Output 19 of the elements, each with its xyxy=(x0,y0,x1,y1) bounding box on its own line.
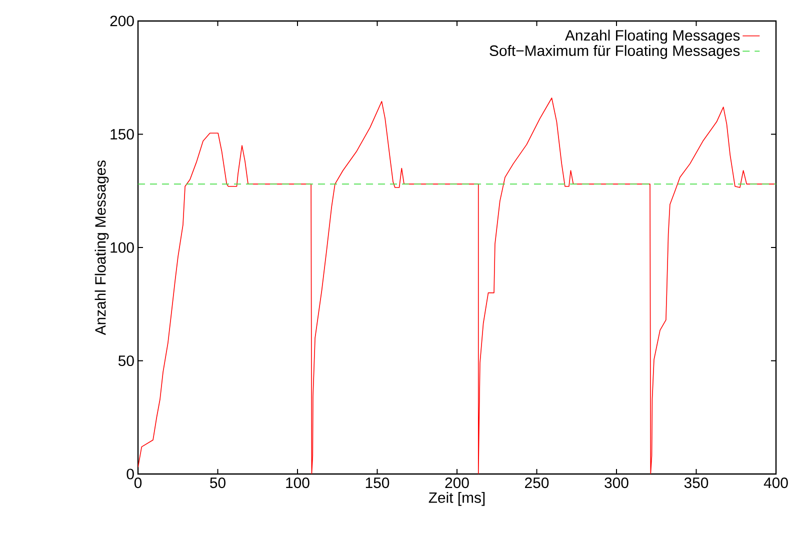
x-tick-label: 150 xyxy=(366,478,390,488)
line-series xyxy=(138,98,776,474)
y-tick-label: 150 xyxy=(110,128,134,140)
legend-label: Soft−Maximum für Floating Messages xyxy=(490,45,740,59)
y-tick-label: 50 xyxy=(118,355,134,366)
y-tick-label: 100 xyxy=(110,242,134,253)
x-tick-label: 400 xyxy=(764,478,788,488)
x-tick-label: 50 xyxy=(210,478,226,488)
legend-label: Anzahl Floating Messages xyxy=(565,30,740,44)
x-tick-label: 300 xyxy=(604,478,628,488)
x-tick-label: 100 xyxy=(286,478,310,488)
x-tick-label: 200 xyxy=(445,478,469,488)
y-tick-label: 200 xyxy=(110,16,134,26)
x-axis-title: Zeit [ms] xyxy=(428,492,485,506)
y-tick-label: 0 xyxy=(126,468,134,480)
x-tick-label: 250 xyxy=(525,478,549,488)
y-axis-title: Anzahl Floating Messages xyxy=(94,160,109,336)
x-tick-label: 350 xyxy=(684,478,708,488)
x-tick-label: 0 xyxy=(134,478,142,488)
